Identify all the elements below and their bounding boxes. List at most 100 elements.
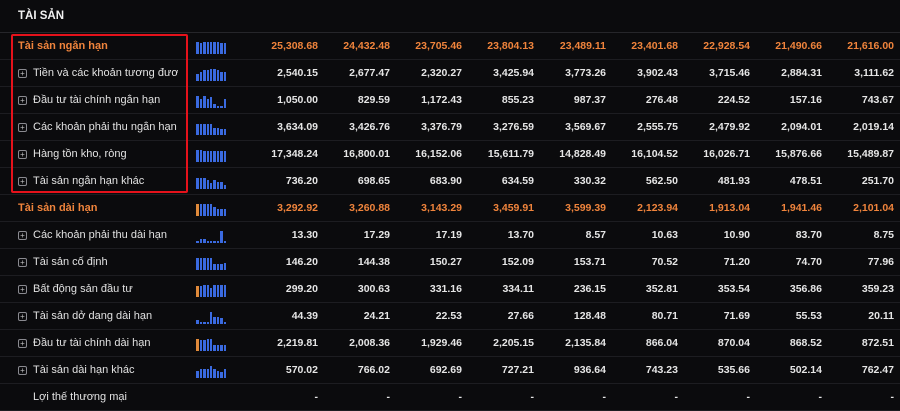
value-cell: 352.81 [645,283,678,295]
row-label: Tài sản ngắn hạn [18,40,108,52]
expand-plus-icon[interactable]: + [18,365,27,375]
row-label: Các khoản phải thu ngắn hạn [33,121,177,133]
row-label: Các khoản phải thu dài hạn [33,229,167,241]
expand-plus-icon[interactable]: + [18,311,27,321]
row-label-cell: Lợi thế thương mại [0,391,178,403]
spark-bar [196,73,199,81]
sparkline [196,338,226,351]
expand-plus-icon[interactable]: + [18,176,27,186]
value-cell: 762.47 [861,364,894,376]
spark-bar [213,41,216,54]
spark-bar [199,178,203,189]
table-row[interactable]: + Tài sản ngắn hạn khác 736.20 698.65 683.90… [0,168,900,195]
value-cell: - [890,391,895,403]
value-cell: 334.11 [502,283,534,295]
value-cell: 698.65 [357,175,390,187]
table-row[interactable]: + Tài sản cố định 146.20 144.38 150.27 152.09… [0,249,900,276]
row-label: Tài sản cố định [33,256,108,268]
value-cell: 743.67 [861,94,894,106]
value-cell: 2,884.31 [781,67,822,79]
spark-bar [220,345,223,351]
value-cell: 16,800.01 [343,148,390,160]
value-cell: 23,804.13 [487,40,534,52]
expand-plus-icon[interactable]: + [18,149,27,159]
value-cell: 16,104.52 [631,148,678,160]
spark-bar [206,151,210,162]
spark-bar [206,338,210,351]
sparkline [196,177,226,189]
value-cells: 13.30 17.29 17.19 13.70 8.57 10.63 10.90 83.70 8… [238,229,900,241]
table-row[interactable]: + Các khoản phải thu dài hạn 13.30 17.29 17.… [0,222,900,249]
value-cell: 535.66 [717,364,750,376]
expand-plus-icon[interactable]: + [18,257,27,267]
expand-plus-icon[interactable]: + [18,68,27,78]
spark-bar [223,185,226,189]
value-cell: 331.16 [429,283,462,295]
spark-bar [210,151,213,162]
value-cells: 736.20 698.65 683.90 634.59 330.32 562.50 481.… [238,175,900,187]
spark-bar [223,72,226,81]
spark-bar [206,99,210,108]
expand-plus-icon[interactable]: + [18,95,27,105]
table-row[interactable]: + Tài sản dở dang dài hạn 44.39 24.21 22.53 2… [0,303,900,330]
sparkline [196,203,226,216]
value-cell: 80.71 [651,310,678,322]
expand-plus-icon[interactable]: + [18,122,27,132]
row-label-cell: + Tài sản ngắn hạn khác [0,175,178,187]
table-row[interactable]: + Tài sản dài hạn khác 570.02 766.02 692.69 7… [0,357,900,384]
sparkline [196,311,226,324]
value-cell: 150.27 [429,256,462,268]
value-cell: 3,715.46 [709,67,750,79]
value-cell: 21,616.00 [847,40,894,52]
value-cell: 8.57 [585,229,606,241]
spark-bar [203,257,206,270]
spark-bar [210,41,213,54]
value-cell: - [674,391,679,403]
value-cell: 353.54 [717,283,750,295]
spark-bar [220,208,223,216]
expand-plus-icon[interactable]: + [18,338,27,348]
spark-bar [223,369,226,378]
spark-bar [213,127,216,135]
value-cell: 17.19 [435,229,462,241]
value-cell: 3,111.62 [854,67,894,79]
value-cells: 3,292.92 3,260.88 3,143.29 3,459.91 3,599.39… [238,202,900,214]
row-label-cell: + Tài sản dở dang dài hạn [0,310,178,322]
value-cell: 224.52 [717,94,750,106]
table-row[interactable]: + Bất động sản đầu tư 299.20 300.63 331.16 33… [0,276,900,303]
value-cells: --------- [238,391,900,403]
spark-bar [196,41,199,54]
spark-bar [216,240,220,243]
expand-plus-icon[interactable]: + [18,230,27,240]
sparkline-cell [196,65,238,81]
group-row[interactable]: Tài sản ngắn hạn 25,308.68 24,432.48 23,705… [0,33,900,60]
row-label-cell: + Đầu tư tài chính ngắn hạn [0,94,178,106]
value-cell: 3,569.67 [565,121,606,133]
table-row[interactable]: + Đầu tư tài chính dài hạn 2,219.81 2,008.3… [0,330,900,357]
value-cell: 299.20 [285,283,318,295]
group-row[interactable]: Tài sản dài hạn 3,292.92 3,260.88 3,143.29 3… [0,195,900,222]
spark-bar [216,264,220,270]
value-cell: - [746,391,751,403]
table-row[interactable]: Lợi thế thương mại - - - - - - - - - [0,384,900,411]
value-cell: 22.53 [435,310,462,322]
spark-bar [203,95,206,108]
sparkline-cell [196,200,238,216]
sparkline-cell [196,254,238,270]
table-row[interactable]: + Hàng tồn kho, ròng 17,348.24 16,800.01 16,… [0,141,900,168]
spark-bar [203,203,206,216]
table-row[interactable]: + Tiền và các khoản tương đương tiền 2,540… [0,60,900,87]
table-row[interactable]: + Đầu tư tài chính ngắn hạn 1,050.00 829.59… [0,87,900,114]
value-cell: 2,320.27 [421,67,462,79]
value-cell: 3,773.26 [565,67,606,79]
expand-plus-icon[interactable]: + [18,284,27,294]
spark-bar [196,338,199,351]
spark-bar [203,369,206,378]
value-cell: 870.04 [717,337,750,349]
table-row[interactable]: + Các khoản phải thu ngắn hạn 3,634.09 3,42… [0,114,900,141]
value-cell: 23,489.11 [559,40,606,52]
sparkline-cell [196,389,238,405]
spark-bar [223,240,226,243]
spark-bar [213,264,216,270]
spark-bar [213,207,216,216]
